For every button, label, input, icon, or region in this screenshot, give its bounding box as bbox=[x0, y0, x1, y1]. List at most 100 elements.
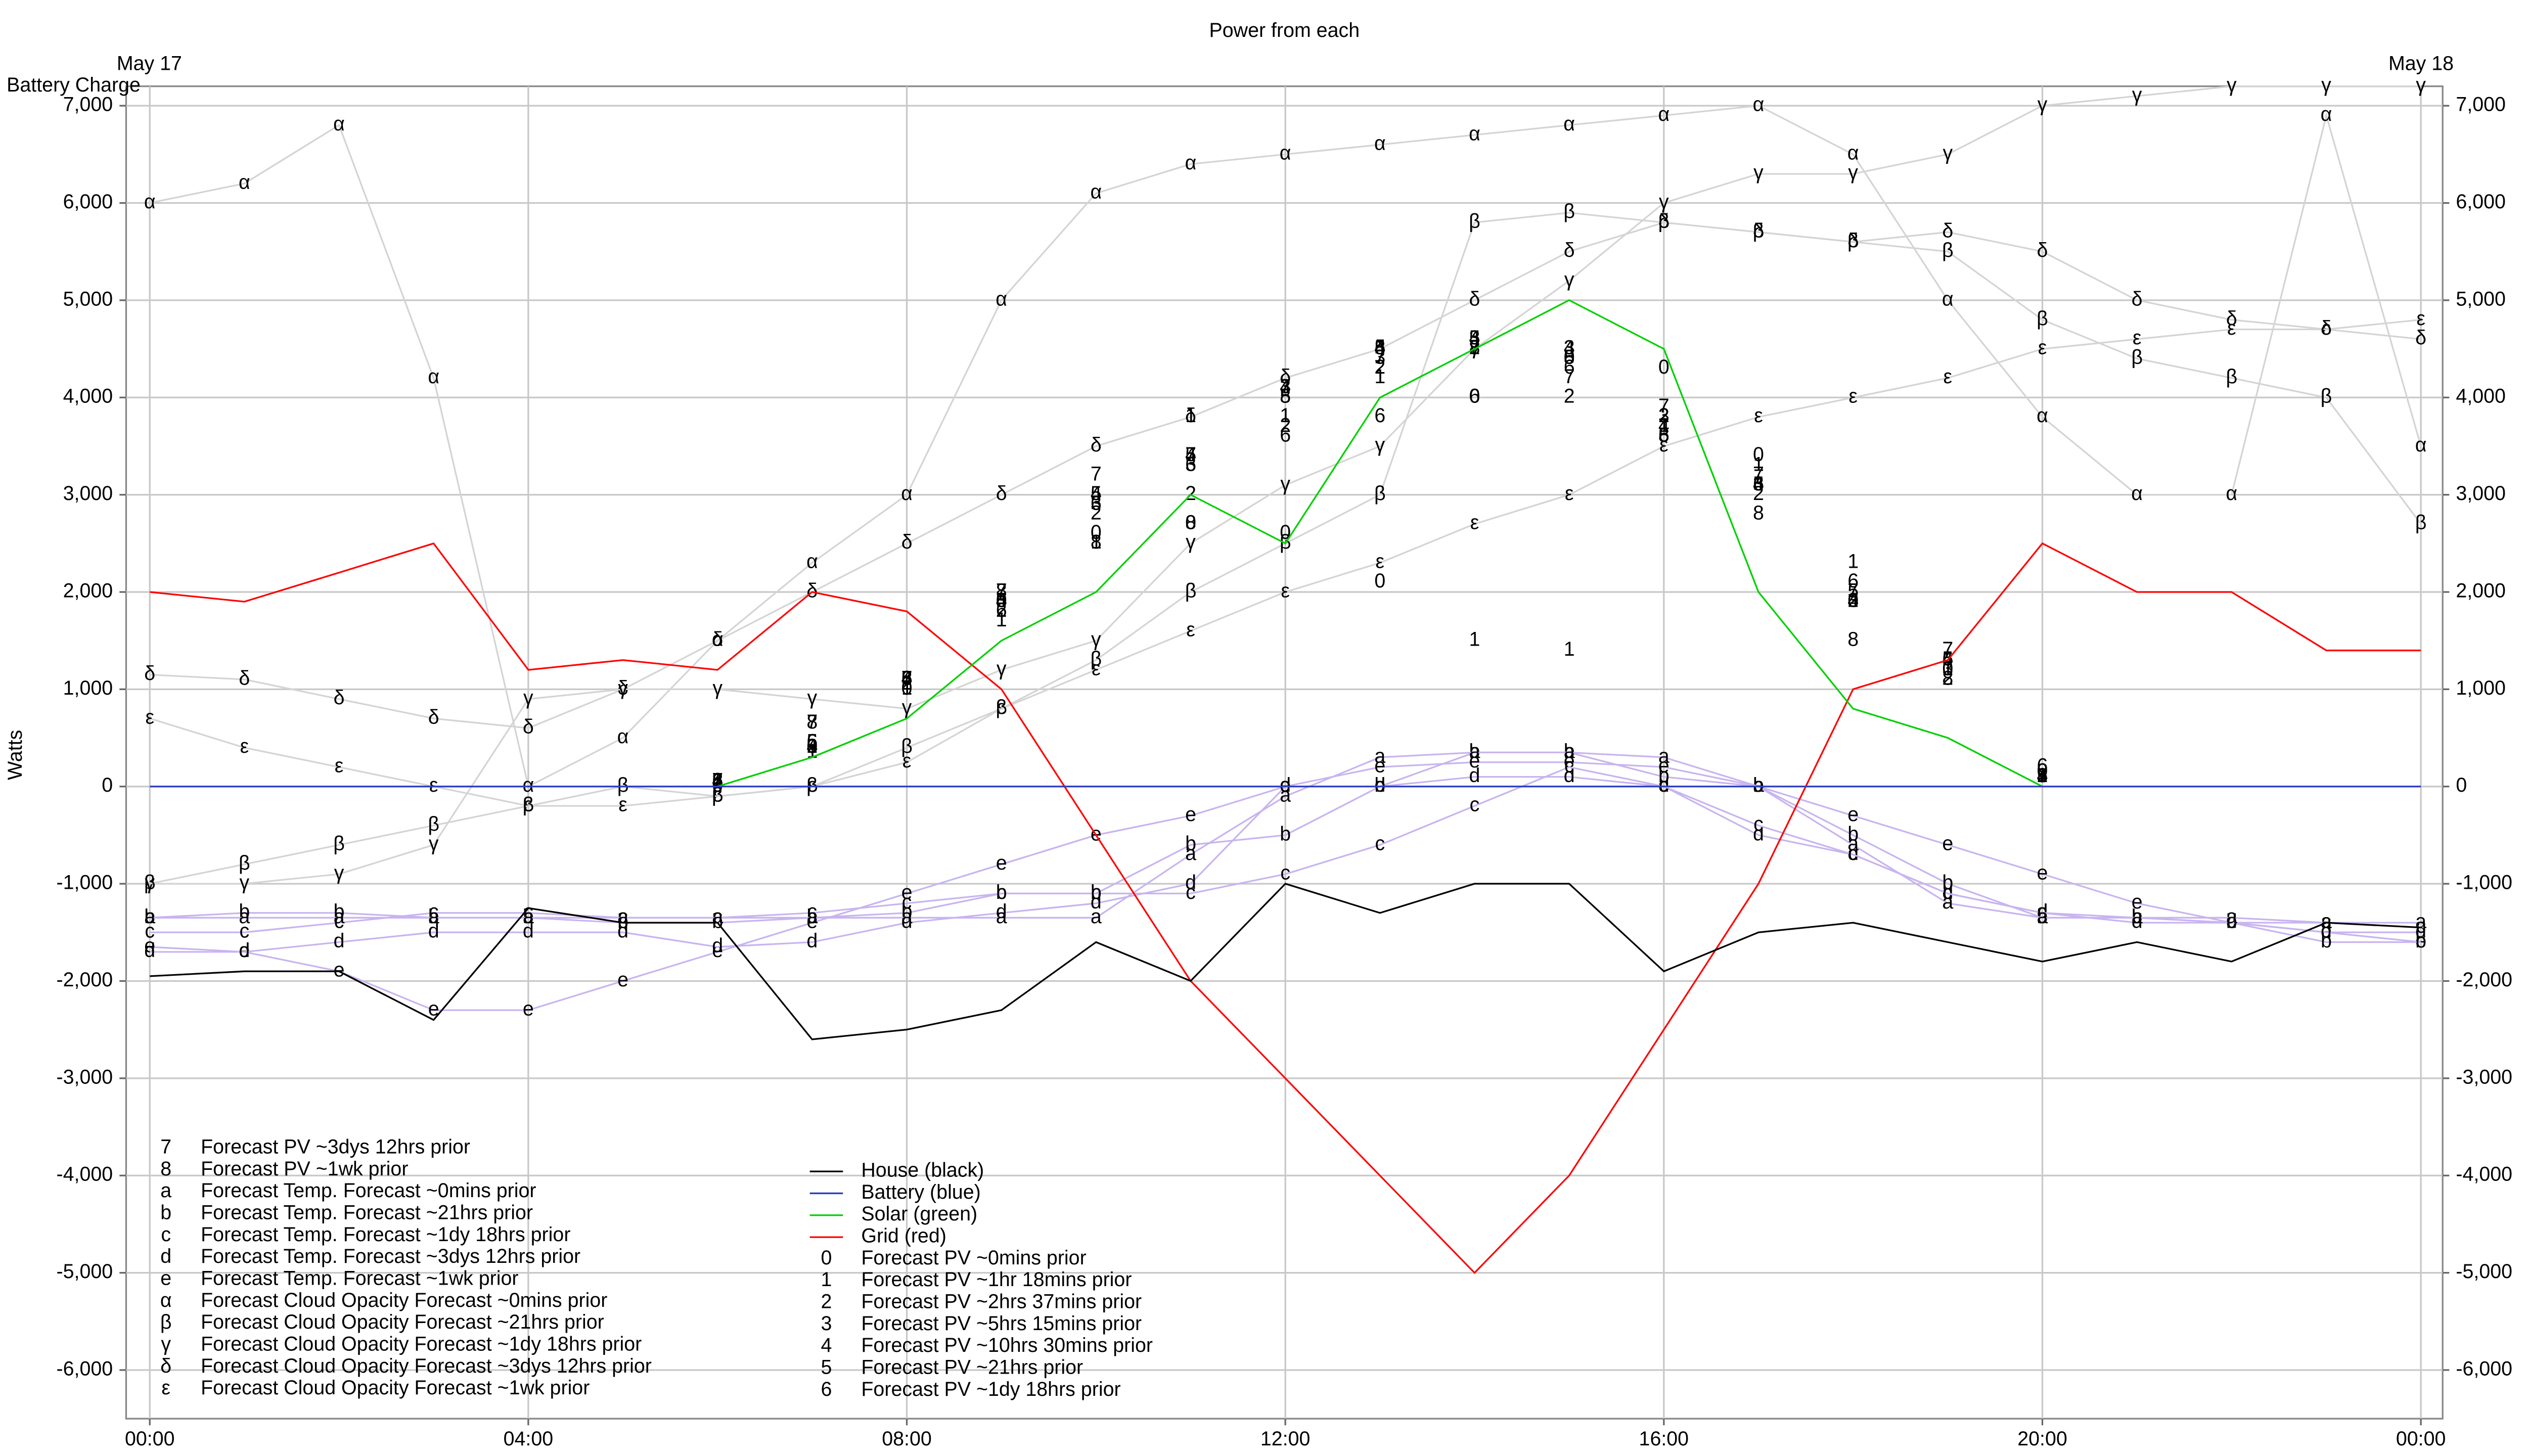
point-marker: 2 bbox=[2037, 764, 2048, 787]
point-marker: β bbox=[333, 833, 345, 855]
y-tick-label-right: -5,000 bbox=[2456, 1260, 2512, 1283]
y-tick-label-right: 5,000 bbox=[2456, 288, 2506, 310]
point-marker: 7 bbox=[901, 667, 913, 690]
point-marker: γ bbox=[240, 872, 250, 894]
point-marker: 5 bbox=[1942, 648, 1953, 670]
point-marker: a bbox=[1280, 784, 1291, 806]
legend-label: Forecast Temp. Forecast ~1wk prior bbox=[201, 1267, 518, 1290]
point-marker: 2 bbox=[1753, 482, 1764, 505]
x-tick-label: 00:00 bbox=[2396, 1428, 2446, 1450]
point-marker: α bbox=[996, 288, 1007, 310]
point-marker: 7 bbox=[1847, 579, 1859, 602]
x-tick-label: 16:00 bbox=[1639, 1428, 1689, 1450]
point-marker: c bbox=[1091, 881, 1101, 903]
point-marker: e bbox=[1185, 803, 1196, 826]
point-marker: 3 bbox=[1374, 346, 1385, 369]
point-marker: ε bbox=[2038, 336, 2047, 358]
point-marker: 7 bbox=[1374, 346, 1385, 369]
point-marker: 1 bbox=[1091, 531, 1102, 553]
series-line bbox=[150, 85, 2421, 885]
point-marker: 0 bbox=[996, 589, 1007, 612]
point-marker: 0 bbox=[1374, 570, 1385, 592]
point-marker: ε bbox=[2133, 327, 2142, 349]
point-marker: 5 bbox=[996, 589, 1007, 612]
point-marker: 4 bbox=[1091, 482, 1102, 505]
point-marker: b bbox=[2321, 930, 2332, 952]
point-marker: 8 bbox=[1185, 512, 1196, 534]
point-marker: a bbox=[617, 905, 628, 928]
point-marker: b bbox=[2226, 910, 2237, 932]
point-marker: ε bbox=[1848, 385, 1858, 407]
point-marker: a bbox=[2415, 910, 2426, 932]
point-marker: δ bbox=[1185, 404, 1196, 427]
point-marker: γ bbox=[997, 657, 1007, 679]
point-marker: δ bbox=[996, 482, 1007, 505]
point-marker: 4 bbox=[901, 667, 913, 690]
point-marker: c bbox=[145, 920, 155, 942]
y-tick-label-right: 6,000 bbox=[2456, 191, 2506, 213]
point-marker: 6 bbox=[1280, 424, 1291, 446]
point-marker: 5 bbox=[1091, 482, 1102, 505]
point-marker: 2 bbox=[996, 599, 1007, 621]
point-marker: 8 bbox=[1091, 531, 1102, 553]
point-marker: 8 bbox=[806, 711, 818, 733]
point-marker: β bbox=[1563, 200, 1575, 222]
point-marker: γ bbox=[145, 872, 155, 894]
point-marker: δ bbox=[901, 531, 913, 553]
point-marker: a bbox=[428, 905, 439, 928]
point-marker: ε bbox=[240, 735, 249, 757]
legend-item: δ Forecast Cloud Opacity Forecast ~3dys 1… bbox=[160, 1355, 652, 1377]
point-marker: 4 bbox=[1942, 648, 1953, 670]
legend-label: Forecast PV ~5hrs 15mins prior bbox=[861, 1312, 1142, 1335]
point-marker: β bbox=[239, 852, 250, 874]
point-marker: c bbox=[334, 910, 344, 932]
point-marker: a bbox=[1185, 842, 1196, 864]
point-marker: a bbox=[1942, 891, 1953, 913]
point-marker: a bbox=[239, 905, 250, 928]
point-marker: α bbox=[2415, 434, 2427, 456]
legend-item: Battery (blue) bbox=[809, 1181, 981, 1203]
y-tick-label: 2,000 bbox=[63, 579, 113, 602]
point-marker: b bbox=[806, 905, 818, 928]
point-marker: 4 bbox=[2037, 764, 2048, 787]
series-line bbox=[150, 751, 2421, 924]
point-marker: 6 bbox=[901, 667, 913, 690]
point-marker: d bbox=[2321, 920, 2332, 942]
point-marker: β bbox=[806, 774, 818, 796]
point-marker: β bbox=[996, 696, 1007, 718]
legend-label: Forecast Cloud Opacity Forecast ~0mins p… bbox=[201, 1289, 607, 1311]
point-marker: b bbox=[1564, 740, 1575, 762]
point-marker: α bbox=[712, 628, 724, 651]
point-marker: β bbox=[1185, 579, 1197, 602]
point-marker: ε bbox=[2416, 307, 2425, 330]
point-marker: e bbox=[1753, 774, 1764, 796]
point-marker: α bbox=[1280, 142, 1291, 164]
legend-marker: 8 bbox=[160, 1158, 171, 1180]
point-marker: α bbox=[239, 171, 250, 193]
point-marker: 6 bbox=[1185, 453, 1196, 475]
point-marker: a bbox=[334, 905, 345, 928]
point-marker: 0 bbox=[2037, 759, 2048, 782]
legend-label: Forecast Cloud Opacity Forecast ~21hrs p… bbox=[201, 1311, 604, 1333]
point-marker: 7 bbox=[1280, 375, 1291, 397]
point-marker: a bbox=[1847, 833, 1859, 855]
point-marker: 5 bbox=[1185, 443, 1196, 466]
point-marker: d bbox=[2226, 910, 2237, 932]
point-marker: e bbox=[239, 939, 250, 962]
point-marker: α bbox=[2226, 482, 2237, 505]
point-marker: d bbox=[2132, 910, 2143, 932]
point-marker: 0 bbox=[712, 774, 723, 796]
point-marker: γ bbox=[902, 696, 912, 718]
plot-area bbox=[125, 85, 2444, 1420]
y-tick-label-right: -2,000 bbox=[2456, 969, 2512, 991]
y-tick-label: 6,000 bbox=[63, 191, 113, 213]
point-marker: δ bbox=[2037, 239, 2048, 261]
point-marker: 5 bbox=[806, 731, 818, 753]
point-marker: β bbox=[1658, 210, 1670, 232]
point-marker: 8 bbox=[1564, 346, 1575, 369]
point-marker: e bbox=[1469, 750, 1480, 772]
y-tick-label-right: 3,000 bbox=[2456, 482, 2506, 505]
legend-item: 7 Forecast PV ~3dys 12hrs prior bbox=[160, 1136, 470, 1158]
point-marker: 5 bbox=[901, 667, 913, 690]
point-marker: 8 bbox=[996, 579, 1007, 602]
